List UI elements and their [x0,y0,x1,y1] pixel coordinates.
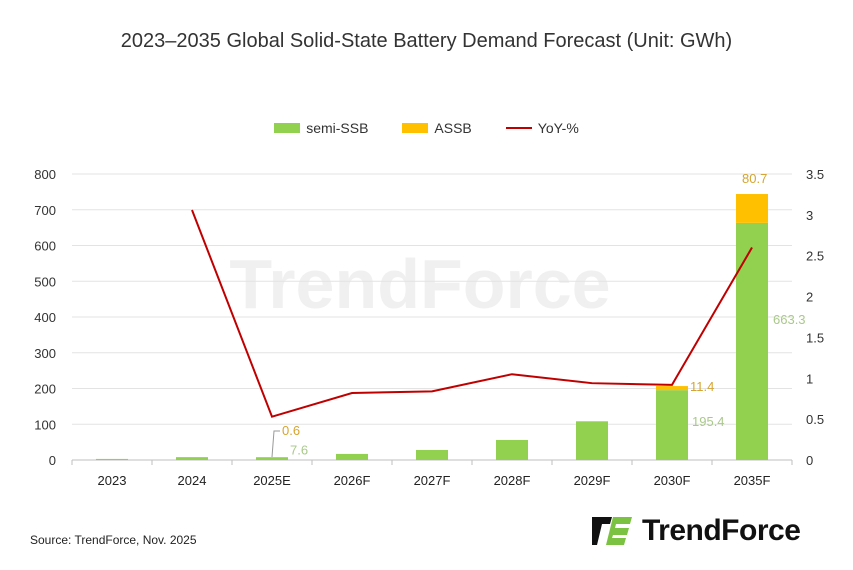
watermark: TrendForce [229,245,610,323]
logo-text: TrendForce [642,514,801,547]
y2-tick-label: 2.5 [806,249,824,264]
bar-assb [656,386,688,391]
x-tick-label: 2024 [178,473,207,488]
bar-semi-ssb [736,222,768,460]
legend-label: YoY-% [537,120,579,136]
bar-semi-ssb [416,449,448,460]
legend-swatch [274,123,301,133]
source-note: Source: TrendForce, Nov. 2025 [30,533,197,547]
bar-semi-ssb [176,457,208,460]
y2-tick-label: 3 [806,208,813,223]
chart-title: 2023–2035 Global Solid-State Battery Dem… [120,30,733,52]
y2-tick-label: 1 [806,371,813,386]
data-label: 663.3 [773,312,806,327]
legend: semi-SSB ASSB YoY-% [0,120,853,136]
legend-item-assb: ASSB [402,120,472,136]
x-tick-label: 2028F [494,473,531,488]
data-label: 80.7 [742,171,767,186]
bar-semi-ssb [576,421,608,460]
y-tick-label: 800 [34,167,56,182]
x-tick-label: 2027F [414,473,451,488]
x-tick-label: 2029F [574,473,611,488]
y-tick-label: 100 [34,417,56,432]
y-tick-label: 400 [34,310,56,325]
data-label: 11.4 [690,379,714,394]
bar-semi-ssb [96,458,128,460]
trendforce-logo-icon [592,517,632,545]
bar-semi-ssb [256,457,288,460]
legend-item-semi-ssb: semi-SSB [274,120,368,136]
bar-semi-ssb [656,390,688,460]
data-label: 0.6 [282,423,300,438]
y-tick-label: 600 [34,239,56,254]
x-tick-label: 2023 [98,473,127,488]
bar-semi-ssb [336,453,368,460]
legend-swatch [505,127,532,129]
y2-tick-label: 0 [806,453,813,468]
y-tick-label: 500 [34,274,56,289]
bar-semi-ssb [496,439,528,460]
bar-assb [736,194,768,223]
x-tick-label: 2030F [654,473,691,488]
leader-line [271,430,280,458]
legend-swatch [402,123,429,133]
bar-assb [576,421,608,422]
y-tick-label: 700 [34,203,56,218]
x-tick-label: 2025E [253,473,291,488]
x-tick-label: 2035F [734,473,771,488]
trendforce-logo: TrendForce [592,514,801,548]
legend-label: ASSB [434,120,472,136]
y-tick-label: 200 [34,382,56,397]
y2-tick-label: 3.5 [806,167,824,182]
y2-tick-label: 1.5 [806,330,824,345]
legend-item-yoy: YoY-% [505,120,579,136]
data-label: 7.6 [290,442,308,457]
y2-tick-label: 2 [806,290,813,305]
data-label: 195.4 [692,414,725,429]
x-tick-label: 2026F [334,473,371,488]
y-tick-label: 300 [34,346,56,361]
y-tick-label: 0 [49,453,56,468]
yoy-line [191,209,753,418]
plot-area: TrendForce 0 100 200 300 400 500 600 700 800 0 0.5 1… [34,167,824,488]
legend-label: semi-SSB [306,120,369,136]
y2-tick-label: 0.5 [806,412,824,427]
